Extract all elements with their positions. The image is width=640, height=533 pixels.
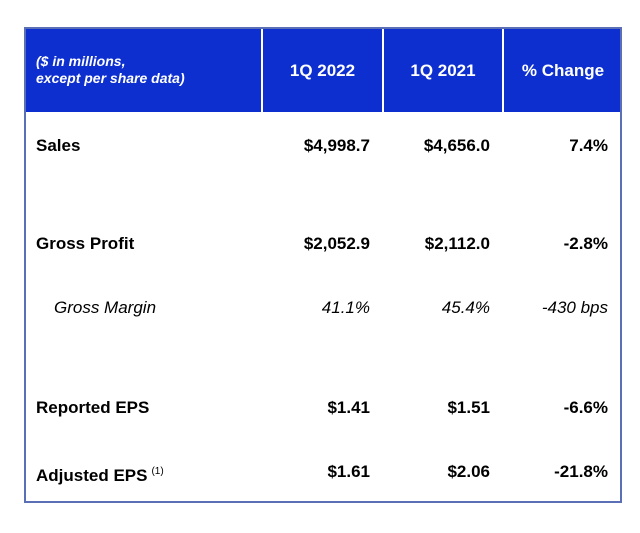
row-label: Gross Margin (54, 298, 157, 317)
value-1q2022: $2,052.9 (303, 234, 370, 253)
value-pct-change: -2.8% (563, 234, 608, 253)
footnote-marker: (1) (151, 466, 164, 477)
row-label-text: Adjusted EPS (36, 466, 148, 485)
value-pct-change: 7.4% (569, 136, 608, 155)
value-1q2021: $1.51 (447, 398, 490, 417)
value-pct-change: -430 bps (541, 298, 608, 317)
value-1q2022: 41.1% (321, 298, 370, 317)
value-1q2022: $1.61 (327, 462, 370, 481)
value-pct-change: -6.6% (563, 398, 608, 417)
column-header-1q2021: 1Q 2021 (382, 29, 502, 112)
row-gross-margin: Gross Margin 41.1% 45.4% -430 bps (26, 293, 620, 323)
value-pct-change: -21.8% (554, 462, 608, 481)
units-caption: ($ in millions, except per share data) (26, 29, 261, 112)
row-label: Adjusted EPS (1) (36, 457, 164, 491)
financial-summary-table: ($ in millions, except per share data) 1… (24, 27, 622, 503)
row-label: Reported EPS (36, 398, 150, 417)
value-1q2021: $4,656.0 (423, 136, 490, 155)
column-header-1q2022: 1Q 2022 (261, 29, 382, 112)
value-1q2022: $4,998.7 (303, 136, 370, 155)
row-gross-profit: Gross Profit $2,052.9 $2,112.0 -2.8% (26, 229, 620, 259)
value-1q2022: $1.41 (327, 398, 370, 417)
column-header-pct-change: % Change (502, 29, 622, 112)
row-sales: Sales $4,998.7 $4,656.0 7.4% (26, 131, 620, 161)
row-adjusted-eps: Adjusted EPS (1) $1.61 $2.06 -21.8% (26, 457, 620, 487)
table-header: ($ in millions, except per share data) 1… (26, 29, 620, 112)
row-label: Sales (36, 136, 81, 155)
units-caption-line2: except per share data) (36, 70, 185, 86)
value-1q2021: 45.4% (441, 298, 490, 317)
row-label: Gross Profit (36, 234, 135, 253)
units-caption-line1: ($ in millions, (36, 53, 126, 69)
row-reported-eps: Reported EPS $1.41 $1.51 -6.6% (26, 393, 620, 423)
value-1q2021: $2,112.0 (424, 234, 490, 253)
value-1q2021: $2.06 (447, 462, 490, 481)
